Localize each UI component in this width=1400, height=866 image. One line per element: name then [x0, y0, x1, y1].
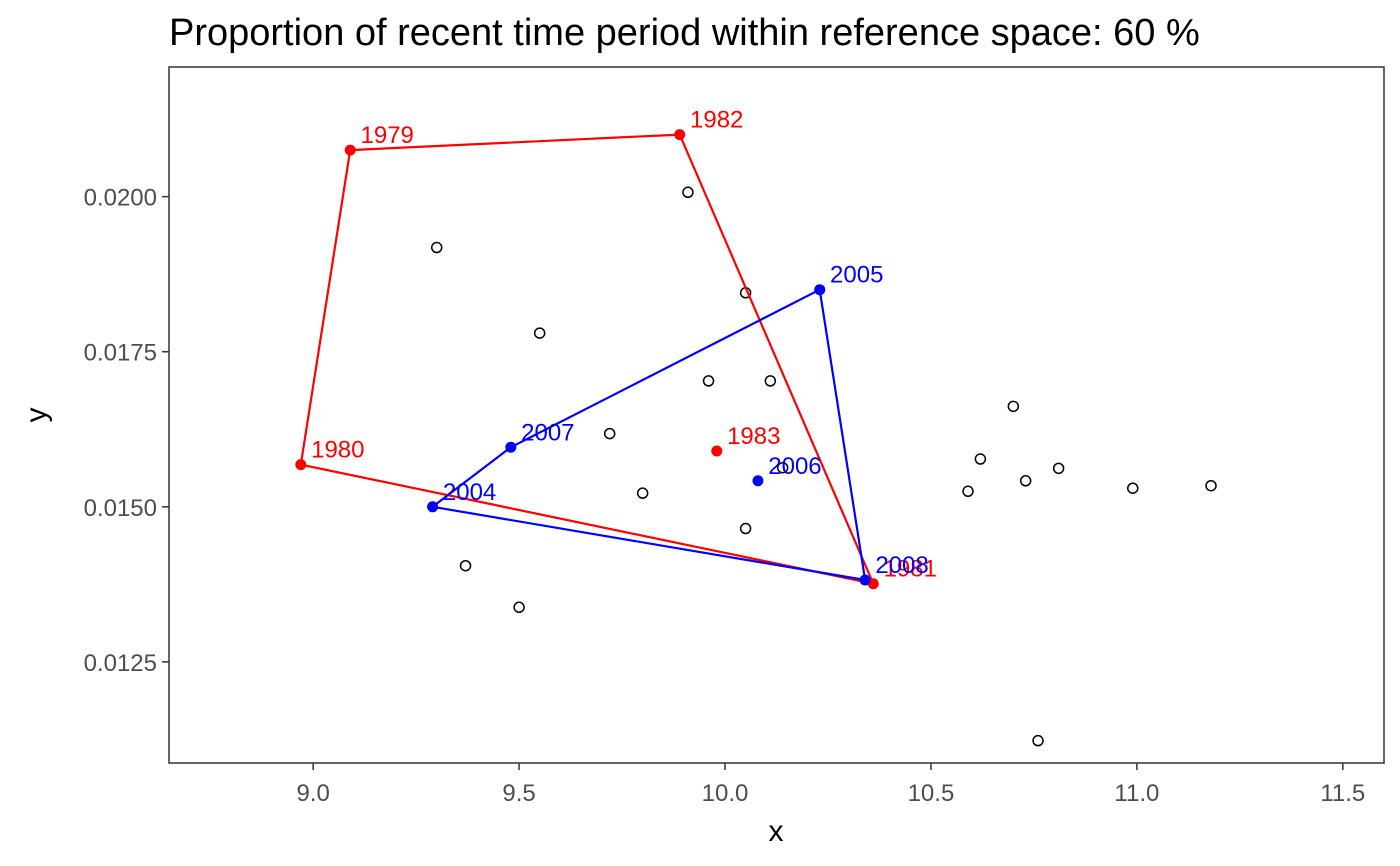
background-point	[459, 559, 472, 572]
series-point	[859, 574, 871, 586]
point-label: 2006	[768, 453, 821, 480]
series-point	[814, 284, 826, 296]
background-point	[533, 327, 546, 339]
point-label: 2008	[875, 552, 928, 579]
point-label: 2004	[443, 479, 496, 506]
point-label: 1982	[690, 107, 743, 134]
background-point	[702, 375, 715, 387]
point-label: 1983	[727, 423, 780, 450]
point-label: 1980	[311, 437, 364, 464]
series-point	[867, 578, 879, 590]
series-points	[295, 129, 879, 590]
x-tick-label: 9.0	[296, 780, 329, 807]
y-axis: 0.0125 0.0150 0.0175 0.0200	[84, 185, 169, 677]
background-point	[1032, 734, 1044, 747]
background-point	[430, 241, 443, 254]
plot-panel-border	[168, 66, 1385, 764]
x-tick-label: 10.0	[702, 780, 749, 807]
background-point	[636, 487, 649, 499]
x-tick-label: 10.5	[908, 780, 955, 807]
background-point	[1052, 462, 1065, 475]
series-point	[674, 129, 686, 141]
series-point	[711, 445, 723, 457]
background-point	[1205, 479, 1217, 492]
x-axis-title: x	[769, 815, 784, 848]
x-tick-label: 11.5	[1320, 780, 1365, 807]
chart-title: Proportion of recent time period within …	[169, 12, 1200, 54]
x-tick-label: 9.5	[502, 780, 535, 807]
series-point	[505, 441, 517, 453]
x-tick-label: 11.0	[1114, 780, 1159, 807]
series-point	[752, 475, 764, 487]
background-point	[764, 375, 777, 387]
point-labels: 1979 1980 1981 1982 1983 2004 2005 2006 2007 2008	[311, 107, 937, 583]
point-label: 1979	[361, 122, 414, 149]
hull-polygon	[299, 133, 876, 586]
background-point	[962, 485, 974, 498]
background-point	[739, 522, 752, 535]
background-point	[1127, 482, 1139, 494]
y-tick-label: 0.0150	[84, 495, 157, 522]
series-point	[427, 501, 439, 513]
hull-lines	[299, 133, 876, 586]
background-point	[682, 186, 694, 199]
series-point	[344, 144, 356, 156]
y-axis-title: y	[20, 408, 53, 423]
background-point	[776, 461, 789, 474]
background-point	[1019, 475, 1032, 487]
point-label: 1981	[884, 556, 937, 583]
y-tick-label: 0.0175	[84, 340, 157, 367]
series-point	[295, 459, 307, 471]
point-label: 2005	[830, 262, 883, 289]
background-point	[603, 427, 616, 440]
background-point	[1007, 400, 1020, 413]
background-point	[513, 601, 525, 614]
y-tick-label: 0.0200	[84, 185, 157, 212]
y-tick-label: 0.0125	[84, 650, 157, 677]
x-axis: 9.0 9.5 10.0 10.5 11.0 11.5	[296, 763, 1365, 807]
background-point	[974, 453, 987, 465]
point-label: 2007	[521, 419, 574, 446]
